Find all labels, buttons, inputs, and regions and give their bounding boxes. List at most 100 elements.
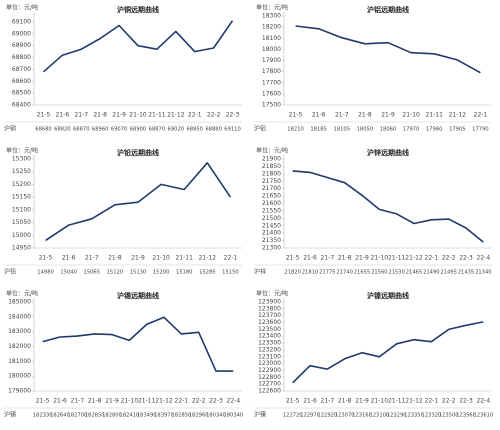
table-value: 68850 xyxy=(186,127,203,133)
x-tick-label: 21-12 xyxy=(167,112,185,119)
chart-title: 沪镍远期曲线 xyxy=(367,291,409,300)
series-line xyxy=(292,170,484,243)
table-value: 17790 xyxy=(472,127,489,133)
table-row-label: 沪铅 xyxy=(4,268,16,276)
table-value: 123610 xyxy=(473,413,493,419)
table-value: 21820 xyxy=(284,270,301,276)
x-tick-label: 21-11 xyxy=(388,255,406,262)
y-tick-label: 122700 xyxy=(258,381,281,388)
y-tick-label: 17800 xyxy=(262,68,281,75)
y-tick-label: 18000 xyxy=(262,46,281,53)
x-tick-label: 21-7 xyxy=(321,255,335,262)
chart-title: 沪锡远期曲线 xyxy=(117,291,159,300)
table-value: 18050 xyxy=(357,127,374,133)
table-value: 17905 xyxy=(449,127,466,133)
chart: 单位：元/吨 沪铜远期曲线 68400 68500 68600 68700 68800 689… xyxy=(4,4,242,133)
y-tick-label: 18300 xyxy=(262,13,281,20)
x-tick-label: 21-9 xyxy=(355,255,369,262)
x-tick-label: 21-6 xyxy=(56,112,70,119)
x-tick-label: 21-12 xyxy=(199,255,217,262)
table-value: 21340 xyxy=(475,270,492,276)
table-value: 15180 xyxy=(176,270,193,276)
x-tick-label: 21-8 xyxy=(108,255,122,262)
x-tick-label: 21-10 xyxy=(402,112,420,119)
table-value: 68870 xyxy=(149,127,166,133)
x-tick-label: 21-7 xyxy=(321,398,335,405)
y-tick-label: 17900 xyxy=(262,57,281,64)
y-tick-label: 15100 xyxy=(12,206,31,213)
x-tick-label: 21-5 xyxy=(289,112,303,119)
table-value: 15040 xyxy=(60,270,77,276)
y-tick-label: 15200 xyxy=(12,181,31,188)
table-value: 182330 xyxy=(33,413,53,419)
x-tick-label: 21-10 xyxy=(152,255,170,262)
y-tick-label: 123800 xyxy=(258,305,281,312)
table-value: 14980 xyxy=(37,270,54,276)
table-value: 69110 xyxy=(224,127,241,133)
series-line xyxy=(295,25,481,74)
chart: 单位：元/吨 沪锡远期曲线 179000 180000 181000 182000 1830… xyxy=(4,290,243,419)
y-tick-label: 18100 xyxy=(262,35,281,42)
y-tick-label: 21550 xyxy=(262,207,281,214)
x-tick-label: 21-6 xyxy=(303,398,317,405)
y-tick-label: 68500 xyxy=(12,90,31,97)
x-tick-label: 21-12 xyxy=(405,398,423,405)
x-tick-label: 21-9 xyxy=(105,398,119,405)
x-tick-label: 21-8 xyxy=(358,112,372,119)
table-value: 68960 xyxy=(92,127,109,133)
x-tick-label: 21-7 xyxy=(71,398,85,405)
x-tick-label: 22-3 xyxy=(209,398,223,405)
table-row-label: 沪锌 xyxy=(254,268,266,276)
table-value: 182850 xyxy=(171,413,191,419)
y-tick-label: 68600 xyxy=(12,78,31,85)
table-value: 15120 xyxy=(107,270,124,276)
table-value: 123290 xyxy=(387,413,407,419)
chart: 单位：元/吨 沪铅远期曲线 14950 15000 15050 15100 15150 152… xyxy=(4,147,242,276)
y-tick-label: 21450 xyxy=(262,222,281,229)
y-tick-label: 21350 xyxy=(262,237,281,244)
y-tick-label: 123000 xyxy=(258,360,281,367)
x-tick-label: 22-1 xyxy=(425,255,439,262)
y-tick-label: 123900 xyxy=(258,299,281,306)
table-value: 123320 xyxy=(421,413,441,419)
y-tick-label: 15250 xyxy=(12,168,31,175)
y-tick-label: 14950 xyxy=(12,245,31,252)
y-tick-label: 184000 xyxy=(8,313,31,320)
table-value: 182800 xyxy=(102,413,122,419)
y-tick-label: 69100 xyxy=(12,18,31,25)
y-tick-label: 21850 xyxy=(262,163,281,170)
y-tick-label: 183000 xyxy=(8,328,31,335)
x-tick-label: 21-11 xyxy=(176,255,194,262)
x-tick-label: 21-10 xyxy=(371,398,389,405)
y-tick-label: 69000 xyxy=(12,30,31,37)
table-value: 21775 xyxy=(319,270,336,276)
x-tick-label: 22-4 xyxy=(477,398,491,405)
table-value: 68900 xyxy=(130,127,147,133)
table-value: 123500 xyxy=(439,413,459,419)
y-tick-label: 17600 xyxy=(262,90,281,97)
y-axis-label: 单位：元/吨 xyxy=(6,147,38,155)
y-tick-label: 68400 xyxy=(12,102,31,109)
y-axis-label: 单位：元/吨 xyxy=(6,4,38,12)
chart: 单位：元/吨 沪镍远期曲线1226001227001228001229001230… xyxy=(254,290,493,419)
x-tick-label: 21-6 xyxy=(62,255,76,262)
table-value: 182640 xyxy=(50,413,70,419)
chart-title: 沪铝远期曲线 xyxy=(367,5,409,14)
y-tick-label: 182000 xyxy=(8,343,31,350)
y-tick-label: 123300 xyxy=(258,340,281,347)
table-value: 182700 xyxy=(67,413,87,419)
x-tick-label: 22-1 xyxy=(425,398,439,405)
x-tick-label: 21-12 xyxy=(405,255,423,262)
y-tick-label: 123700 xyxy=(258,312,281,319)
x-tick-label: 22-4 xyxy=(227,398,241,405)
table-value: 21560 xyxy=(371,270,388,276)
chart-title: 沪锌远期曲线 xyxy=(367,148,409,157)
y-axis-label: 单位：元/吨 xyxy=(256,147,288,155)
x-tick-label: 21-9 xyxy=(112,112,126,119)
table-value: 180340 xyxy=(223,413,243,419)
x-tick-label: 21-9 xyxy=(381,112,395,119)
y-tick-label: 15000 xyxy=(12,232,31,239)
x-tick-label: 21-8 xyxy=(338,255,352,262)
chart: 单位：元/吨 沪铝远期曲线 17500 17600 17700 17800 17900 180… xyxy=(254,4,492,133)
table-value: 68880 xyxy=(205,127,222,133)
